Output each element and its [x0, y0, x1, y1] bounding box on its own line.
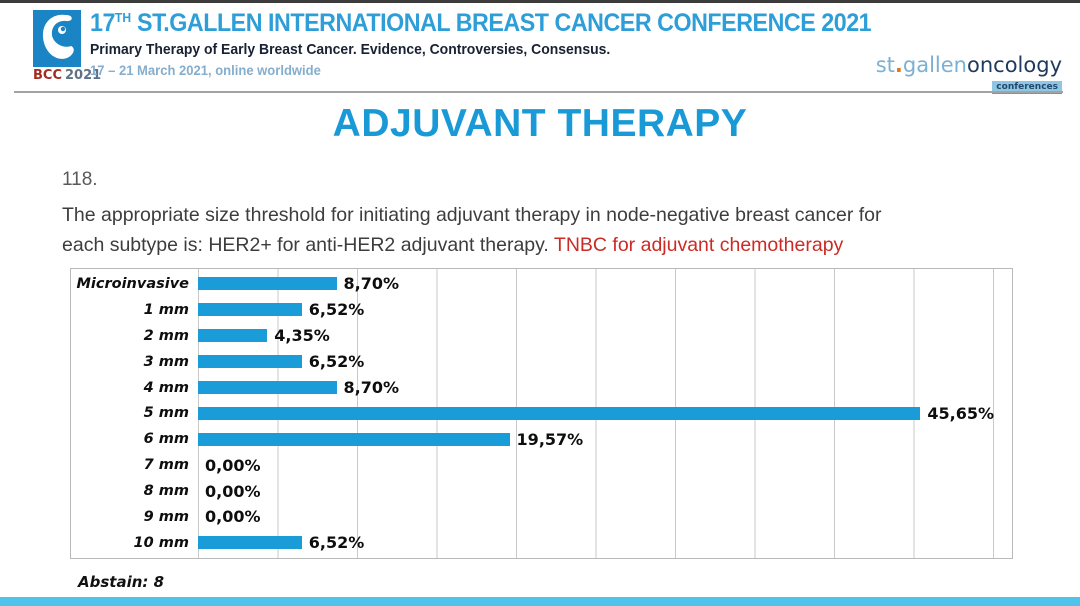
value-label: 6,52% — [308, 352, 365, 372]
bar-area: 0,00% — [198, 482, 994, 501]
category-label: 8 mm — [143, 483, 189, 500]
chart-row: 3 mm 6,52% — [71, 349, 1012, 375]
question-line-2-highlight: TNBC for adjuvant chemotherapy — [553, 234, 844, 257]
bar-area: 19,57% — [198, 430, 994, 449]
value-label: 6,52% — [308, 300, 365, 320]
bar — [198, 277, 337, 291]
category-label: 9 mm — [143, 508, 189, 525]
header-divider — [14, 91, 1063, 93]
value-label: 0,00% — [205, 507, 261, 527]
stgallen-oncology-logo: st.gallenoncology conferences — [876, 55, 1062, 94]
value-label: 0,00% — [205, 455, 261, 475]
category-label: 2 mm — [143, 327, 189, 344]
chart-row: Microinvasive 8,70% — [71, 271, 1012, 297]
logo-gallen: gallen — [902, 53, 967, 77]
conference-dates: 17 – 21 March 2021, online worldwide — [90, 62, 321, 78]
stgallen-oncology-wordmark: st.gallenoncology — [876, 55, 1062, 76]
logo-oncology: oncology — [967, 53, 1062, 77]
question-line-1: The appropriate size threshold for initi… — [62, 204, 882, 226]
category-label: Microinvasive — [76, 275, 189, 292]
value-label: 8,70% — [343, 274, 400, 294]
bar-area: 8,70% — [198, 378, 994, 397]
bar — [198, 432, 510, 446]
category-label: 5 mm — [143, 405, 189, 422]
category-label: 7 mm — [143, 457, 189, 474]
category-label: 10 mm — [133, 534, 189, 551]
conference-header: 17TH ST.GALLEN INTERNATIONAL BREAST CANC… — [90, 8, 872, 78]
poll-bar-chart: Microinvasive 8,70% 1 mm 6,52% 2 mm 4,35% 3 mm… — [70, 268, 1013, 559]
bcc-year: 2021 — [65, 68, 102, 83]
bar — [198, 381, 337, 394]
bar-area: 45,65% — [198, 404, 994, 423]
category-label: 1 mm — [143, 301, 189, 318]
bar-area: 6,52% — [198, 352, 994, 371]
bar-area: 0,00% — [198, 507, 994, 526]
value-label: 8,70% — [343, 378, 400, 397]
chart-row: 4 mm 8,70% — [71, 375, 1012, 401]
category-label: 6 mm — [143, 431, 189, 448]
bar-area: 8,70% — [198, 274, 994, 293]
chart-row: 9 mm 0,00% — [71, 504, 1012, 530]
conference-subtitle: Primary Therapy of Early Breast Cancer. … — [90, 41, 611, 58]
conference-title-number: 17 — [90, 9, 115, 37]
conference-title-superscript: TH — [114, 10, 132, 25]
conferences-badge: conferences — [992, 81, 1062, 94]
bcc-logo-icon — [33, 10, 81, 67]
abstain-note: Abstain: 8 — [78, 573, 165, 591]
bar-area: 0,00% — [198, 456, 994, 475]
chart-rows: Microinvasive 8,70% 1 mm 6,52% 2 mm 4,35% 3 mm… — [71, 269, 1012, 558]
question-number: 118. — [62, 169, 98, 190]
top-edge-line — [0, 0, 1080, 3]
value-label: 19,57% — [516, 429, 584, 449]
conference-title: 17TH ST.GALLEN INTERNATIONAL BREAST CANC… — [90, 8, 872, 38]
category-label: 4 mm — [143, 379, 189, 396]
value-label: 0,00% — [205, 481, 261, 501]
bcc-label: BCC — [33, 68, 62, 83]
chart-row: 10 mm 6,52% — [71, 530, 1012, 556]
chart-row: 1 mm 6,52% — [71, 297, 1012, 323]
value-label: 6,52% — [308, 533, 365, 553]
bar — [198, 329, 268, 343]
value-label: 4,35% — [274, 326, 330, 346]
bar — [198, 406, 921, 420]
logo-orange-dot: . — [894, 53, 903, 77]
bar-area: 6,52% — [198, 300, 994, 319]
bcc-logo-caption: BCC 2021 — [33, 68, 101, 83]
bar-area: 6,52% — [198, 533, 994, 552]
bar — [198, 536, 302, 550]
chart-row: 6 mm 19,57% — [71, 426, 1012, 452]
category-label: 3 mm — [143, 353, 189, 370]
chart-row: 7 mm 0,00% — [71, 452, 1012, 478]
bottom-accent-bar — [0, 597, 1080, 606]
chart-row: 2 mm 4,35% — [71, 323, 1012, 349]
question-block: 118. The appropriate size threshold for … — [62, 169, 882, 260]
bar-area: 4,35% — [198, 326, 994, 345]
bcc-logo: BCC 2021 — [33, 10, 101, 83]
question-line-2-normal: each subtype is: HER2+ for anti-HER2 adj… — [62, 234, 554, 257]
slide-title: ADJUVANT THERAPY — [332, 102, 748, 145]
bar — [198, 303, 302, 317]
bar — [198, 355, 302, 369]
conference-title-rest: ST.GALLEN INTERNATIONAL BREAST CANCER CO… — [131, 9, 872, 37]
chart-row: 8 mm 0,00% — [71, 478, 1012, 504]
question-line-2: each subtype is: HER2+ for anti-HER2 adj… — [62, 230, 882, 260]
logo-st: st — [875, 53, 895, 77]
chart-row: 5 mm 45,65% — [71, 400, 1012, 426]
value-label: 45,65% — [927, 403, 994, 423]
